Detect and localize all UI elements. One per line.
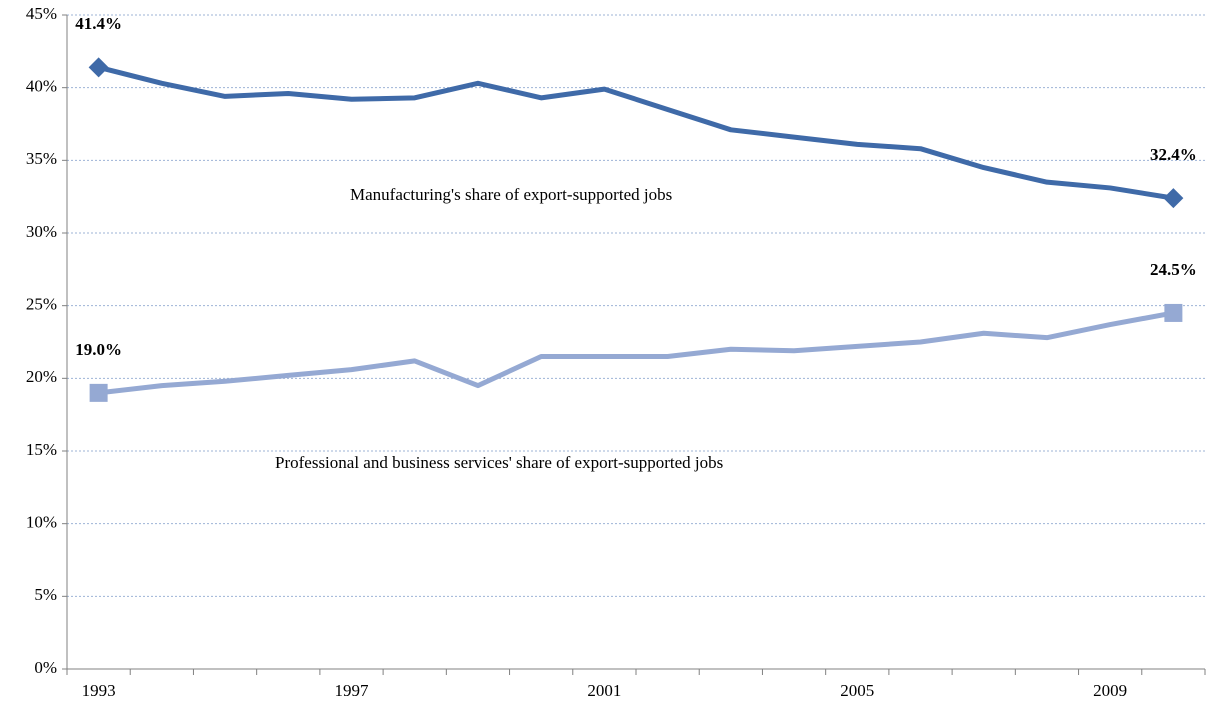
y-tick-label: 45% [26,4,57,23]
x-tick-label: 1997 [335,681,370,700]
y-tick-label: 5% [34,585,57,604]
y-tick-label: 20% [26,367,57,386]
marker [1163,188,1184,209]
data-label: 41.4% [75,14,122,33]
series-line [97,64,1174,201]
y-tick-label: 10% [26,513,57,532]
y-tick-label: 35% [26,149,57,168]
x-tick-label: 2005 [840,681,874,700]
x-tick-label: 1993 [82,681,116,700]
marker [89,383,108,402]
y-tick-label: 0% [34,658,57,677]
y-tick-label: 15% [26,440,57,459]
x-tick-label: 2001 [587,681,621,700]
x-tick-label: 2009 [1093,681,1127,700]
y-tick-label: 25% [26,295,57,314]
y-tick-label: 40% [26,77,57,96]
data-label: 24.5% [1150,260,1197,279]
marker [88,57,109,78]
y-tick-label: 30% [26,222,57,241]
series-annotation: Professional and business services' shar… [275,453,723,472]
data-label: 32.4% [1150,145,1197,164]
data-label: 19.0% [75,340,122,359]
series-annotation: Manufacturing's share of export-supporte… [350,185,672,204]
marker [1164,303,1183,322]
series-line [98,310,1174,396]
